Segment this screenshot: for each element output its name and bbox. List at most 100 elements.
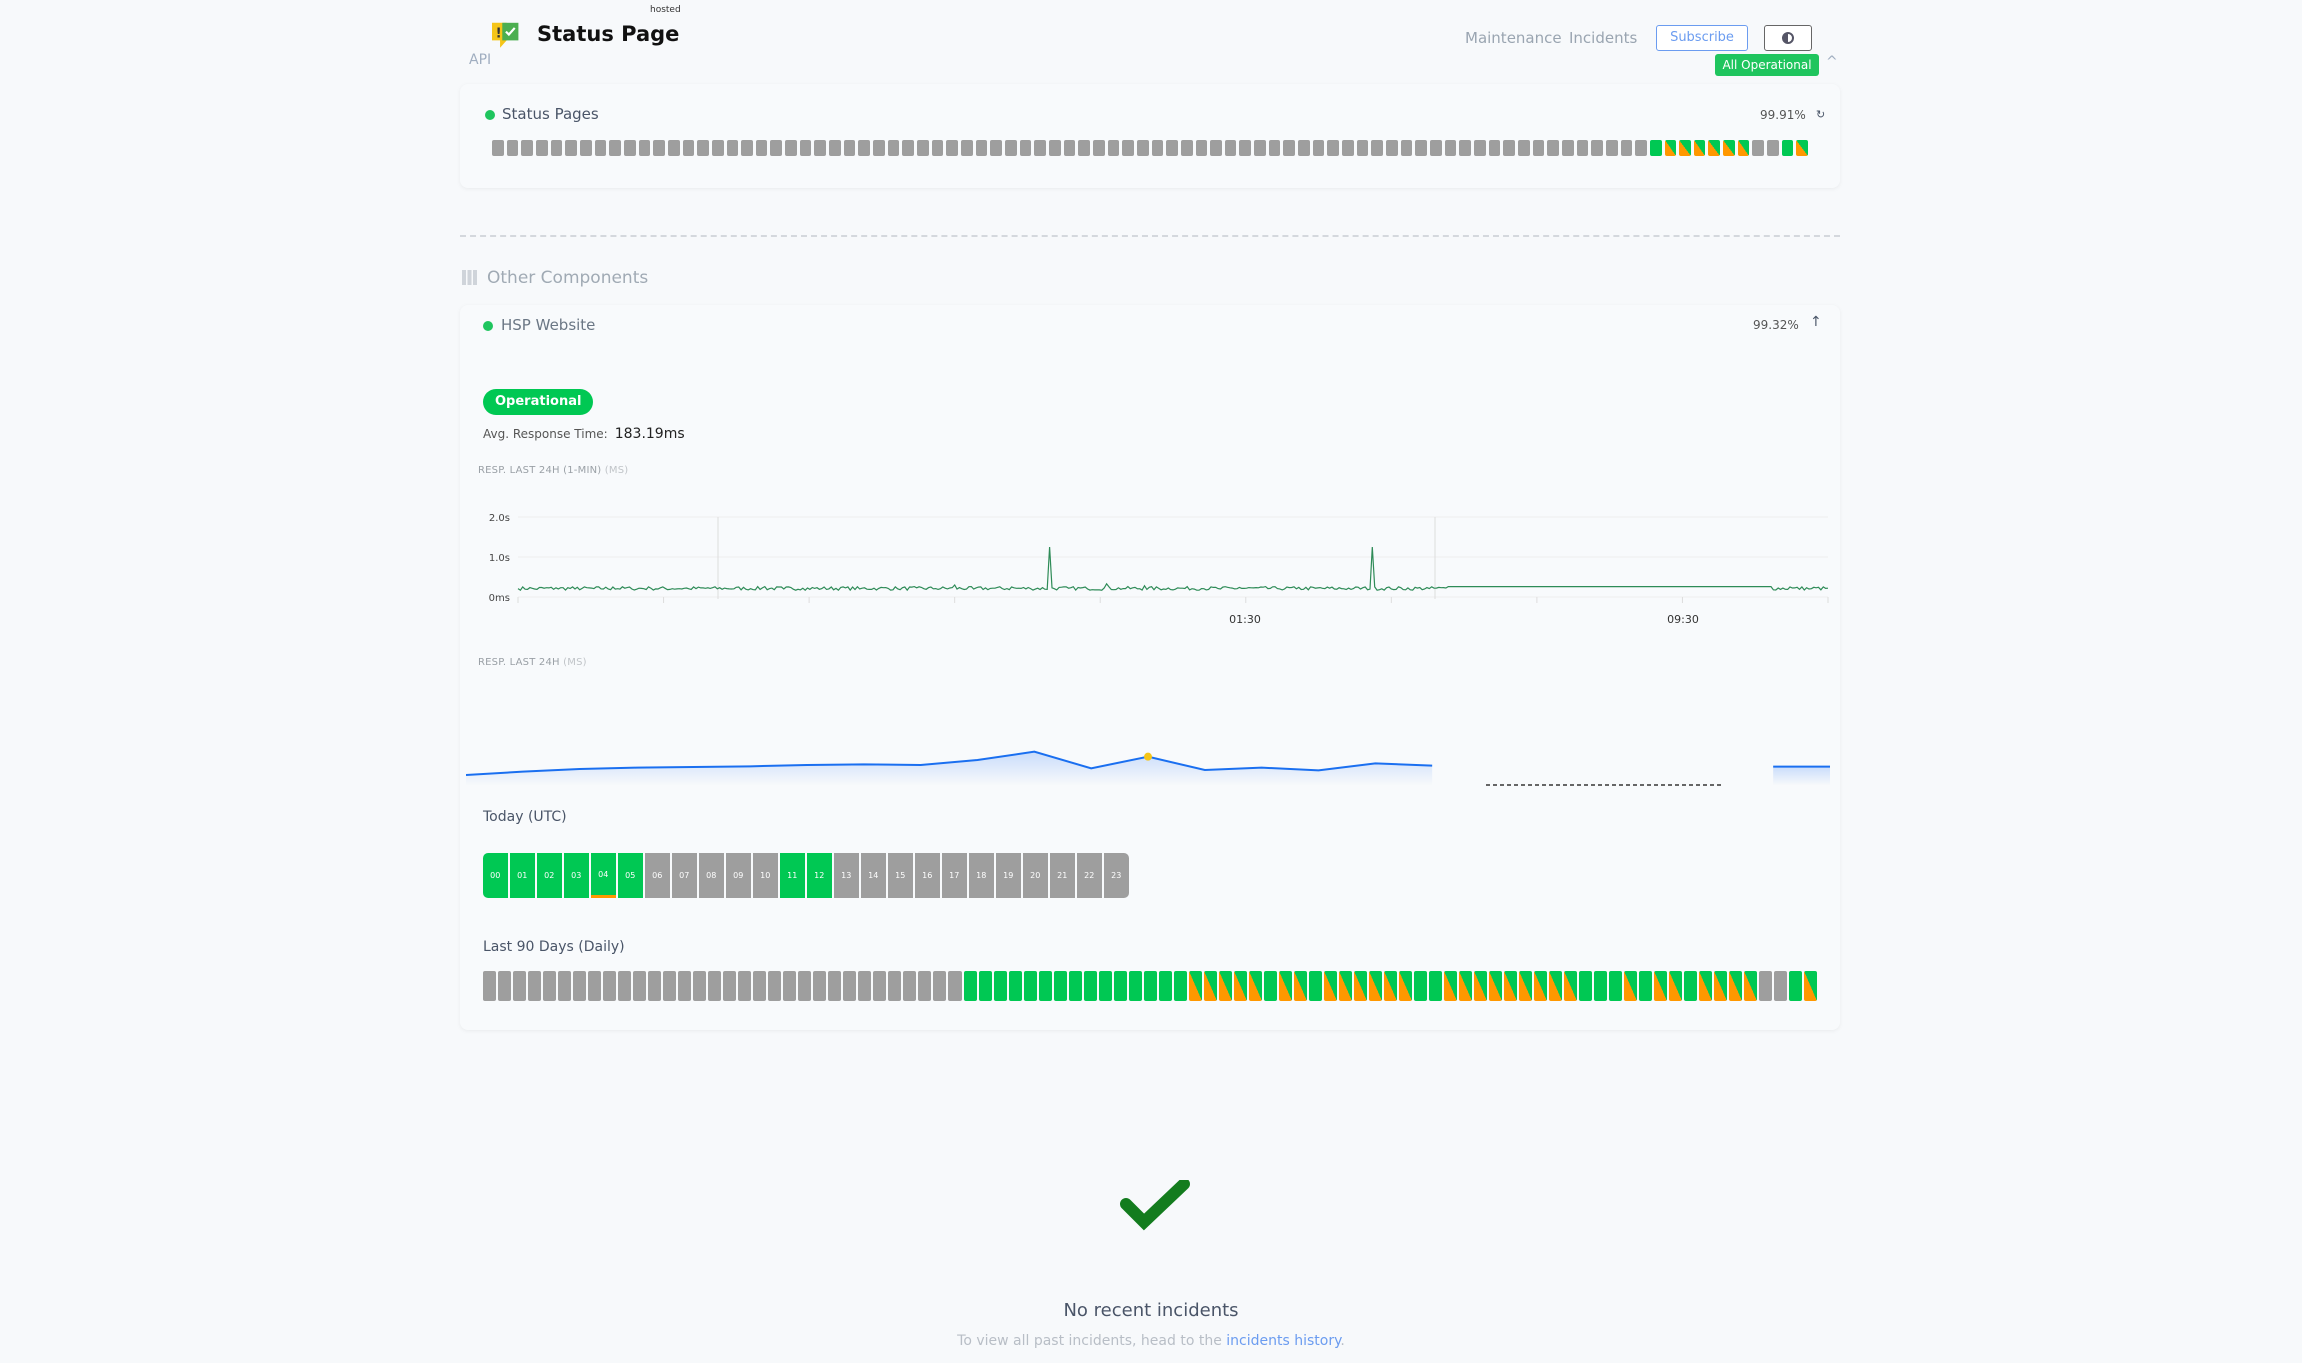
uptime-bar[interactable]: [1083, 971, 1097, 1001]
uptime-bar[interactable]: [579, 140, 592, 156]
uptime-bar[interactable]: [1488, 140, 1501, 156]
uptime-bar[interactable]: [697, 140, 709, 156]
uptime-bar[interactable]: [1368, 971, 1382, 1001]
uptime-bar[interactable]: [1729, 971, 1743, 1001]
uptime-bar[interactable]: [1534, 971, 1548, 1001]
uptime-bar[interactable]: [1591, 140, 1603, 156]
uptime-bar[interactable]: [543, 971, 557, 1001]
uptime-bar[interactable]: [768, 971, 782, 1001]
uptime-bar[interactable]: [1714, 971, 1728, 1001]
uptime-bar[interactable]: [663, 971, 677, 1001]
uptime-bar[interactable]: [506, 140, 519, 156]
uptime-bar[interactable]: [858, 971, 872, 1001]
theme-toggle-button[interactable]: [1764, 25, 1812, 51]
uptime-bar[interactable]: [1503, 140, 1515, 156]
uptime-bar[interactable]: [946, 140, 958, 156]
hour-bar[interactable]: 12: [807, 853, 832, 898]
uptime-bar[interactable]: [785, 140, 797, 156]
uptime-bar[interactable]: [1639, 971, 1653, 1001]
uptime-bar[interactable]: [588, 971, 602, 1001]
uptime-bar[interactable]: [1092, 140, 1105, 156]
uptime-bar[interactable]: [902, 140, 915, 156]
nav-maintenance[interactable]: Maintenance: [1465, 29, 1562, 47]
uptime-bar[interactable]: [933, 971, 947, 1001]
uptime-bar[interactable]: [1263, 971, 1277, 1001]
uptime-bar[interactable]: [1224, 140, 1237, 156]
logo-text[interactable]: Status Page: [537, 22, 680, 46]
hour-bar[interactable]: 11: [780, 853, 805, 898]
uptime-bar[interactable]: [1804, 971, 1818, 1001]
uptime-bar[interactable]: [1684, 971, 1698, 1001]
uptime-bar[interactable]: [1398, 971, 1412, 1001]
uptime-bar[interactable]: [1473, 140, 1486, 156]
uptime-bar[interactable]: [903, 971, 917, 1001]
uptime-bar[interactable]: [1679, 140, 1691, 156]
uptime-bar[interactable]: [813, 971, 827, 1001]
uptime-bar[interactable]: [1008, 971, 1022, 1001]
uptime-bar[interactable]: [1063, 140, 1076, 156]
uptime-bar[interactable]: [682, 140, 695, 156]
uptime-bar[interactable]: [633, 971, 647, 1001]
uptime-bar[interactable]: [1068, 971, 1082, 1001]
hour-bar[interactable]: 15: [888, 853, 913, 898]
uptime-bar[interactable]: [1430, 140, 1442, 156]
uptime-bar[interactable]: [1143, 971, 1157, 1001]
uptime-bar[interactable]: [535, 140, 548, 156]
uptime-bar[interactable]: [1649, 140, 1662, 156]
uptime-bar[interactable]: [975, 140, 988, 156]
uptime-bar[interactable]: [1180, 140, 1193, 156]
uptime-bar[interactable]: [594, 140, 607, 156]
uptime-bar[interactable]: [1693, 140, 1706, 156]
uptime-bar[interactable]: [990, 140, 1002, 156]
uptime-bar[interactable]: [1053, 971, 1067, 1001]
uptime-bar[interactable]: [1383, 971, 1397, 1001]
hour-bar[interactable]: 01: [510, 853, 535, 898]
uptime-bar[interactable]: [1004, 140, 1017, 156]
uptime-bar[interactable]: [1459, 971, 1473, 1001]
hour-bar[interactable]: 19: [996, 853, 1021, 898]
subscribe-button[interactable]: Subscribe: [1656, 25, 1748, 51]
uptime-bar[interactable]: [1767, 140, 1779, 156]
uptime-bar[interactable]: [1113, 971, 1127, 1001]
uptime-bar[interactable]: [711, 140, 724, 156]
uptime-bar[interactable]: [1218, 971, 1232, 1001]
uptime-bar[interactable]: [1489, 971, 1503, 1001]
hour-bar[interactable]: 02: [537, 853, 562, 898]
uptime-bar[interactable]: [1635, 140, 1647, 156]
uptime-bar[interactable]: [873, 140, 885, 156]
uptime-bar[interactable]: [888, 971, 902, 1001]
uptime-bar[interactable]: [638, 140, 651, 156]
uptime-bar[interactable]: [1504, 971, 1518, 1001]
uptime-bar[interactable]: [528, 971, 542, 1001]
uptime-bar[interactable]: [498, 971, 512, 1001]
uptime-bar[interactable]: [948, 971, 962, 1001]
uptime-bar[interactable]: [1098, 971, 1112, 1001]
uptime-bar[interactable]: [918, 971, 932, 1001]
uptime-bar[interactable]: [1576, 140, 1589, 156]
uptime-bar[interactable]: [678, 971, 692, 1001]
uptime-bar[interactable]: [1594, 971, 1608, 1001]
uptime-bar[interactable]: [1023, 971, 1037, 1001]
uptime-bar[interactable]: [1459, 140, 1471, 156]
uptime-bar[interactable]: [1158, 971, 1172, 1001]
uptime-bar[interactable]: [513, 971, 527, 1001]
uptime-bar[interactable]: [1561, 140, 1574, 156]
nav-incidents[interactable]: Incidents: [1569, 29, 1638, 47]
uptime-bar[interactable]: [1038, 971, 1052, 1001]
hour-bar[interactable]: 13: [834, 853, 859, 898]
uptime-bar[interactable]: [978, 971, 992, 1001]
uptime-bar[interactable]: [1620, 140, 1633, 156]
uptime-bar[interactable]: [1519, 971, 1533, 1001]
hour-bar[interactable]: 04: [591, 853, 616, 898]
uptime-bar[interactable]: [1239, 140, 1252, 156]
uptime-bar[interactable]: [1298, 140, 1310, 156]
hour-bar[interactable]: 07: [672, 853, 697, 898]
uptime-bar[interactable]: [1796, 140, 1809, 156]
uptime-bar[interactable]: [1723, 140, 1735, 156]
uptime-bar[interactable]: [667, 140, 680, 156]
uptime-bar[interactable]: [1019, 140, 1032, 156]
hour-bar[interactable]: 10: [753, 853, 778, 898]
uptime-bar[interactable]: [1327, 140, 1340, 156]
uptime-bar[interactable]: [1078, 140, 1090, 156]
uptime-bar[interactable]: [1624, 971, 1638, 1001]
